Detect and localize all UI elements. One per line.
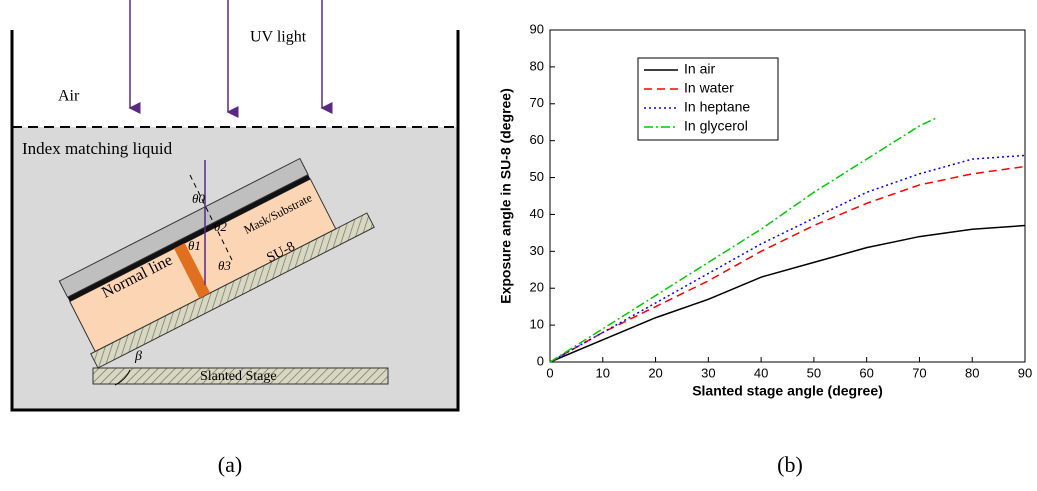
x-tick-label: 50 xyxy=(807,365,821,380)
su8-layer xyxy=(69,178,337,353)
y-tick-label: 0 xyxy=(537,353,544,368)
x-tick-label: 0 xyxy=(546,365,553,380)
label: UV light xyxy=(250,29,307,46)
y-tick-label: 60 xyxy=(530,132,544,147)
legend-label: In heptane xyxy=(684,99,750,115)
x-tick-label: 10 xyxy=(596,365,610,380)
x-tick-label: 80 xyxy=(965,365,979,380)
label: Air xyxy=(58,88,80,105)
diagram: UV light Air Index matching liquid Norma… xyxy=(10,0,460,412)
label: θ1 xyxy=(188,238,201,253)
legend-label: In air xyxy=(684,61,715,77)
mask-layer xyxy=(58,157,309,298)
y-tick-label: 50 xyxy=(530,169,544,184)
label: θ3 xyxy=(218,258,231,273)
y-tick-label: 20 xyxy=(530,280,544,295)
legend-label: In glycerol xyxy=(684,118,748,134)
label: Index matching liquid xyxy=(22,139,173,158)
caption: (a) xyxy=(218,452,242,477)
x-tick-label: 20 xyxy=(648,365,662,380)
label: θ0 xyxy=(192,191,205,206)
y-tick-label: 70 xyxy=(530,95,544,110)
series-line xyxy=(549,224,1026,363)
legend-label: In water xyxy=(684,80,734,96)
normal xyxy=(189,174,233,261)
chart: 0 10 20 30 40 50 60 70 80 90 0 10 20 30 40 50 60 70 80 90 Sl… xyxy=(498,21,1033,398)
x-axis-label: Slanted stage angle (degree) xyxy=(692,383,883,399)
exposed-region xyxy=(174,243,211,299)
label: θ2 xyxy=(214,219,227,234)
y-tick-label: 80 xyxy=(530,58,544,73)
x-tick-label: 90 xyxy=(1018,365,1032,380)
y-tick-label: 40 xyxy=(530,206,544,221)
x-tick-label: 30 xyxy=(701,365,715,380)
slanted-plate xyxy=(58,157,375,369)
beta-arc xyxy=(114,369,131,386)
x-tick-label: 40 xyxy=(754,365,768,380)
label: β xyxy=(134,349,142,364)
mask-line xyxy=(67,174,311,302)
beaker xyxy=(10,30,460,412)
caption: (b) xyxy=(777,452,803,477)
stage xyxy=(92,367,389,385)
y-tick-label: 90 xyxy=(530,21,544,36)
x-tick-label: 60 xyxy=(859,365,873,380)
label: Slanted Stage xyxy=(200,369,277,384)
plot-frame xyxy=(549,29,1026,363)
y-axis-label: Exposure angle in SU-8 (degree) xyxy=(498,88,514,304)
y-tick-label: 10 xyxy=(530,317,544,332)
x-tick-label: 70 xyxy=(912,365,926,380)
series-line xyxy=(549,117,936,363)
series-line xyxy=(549,165,1026,363)
y-tick-label: 30 xyxy=(530,243,544,258)
series-line xyxy=(549,154,1026,363)
